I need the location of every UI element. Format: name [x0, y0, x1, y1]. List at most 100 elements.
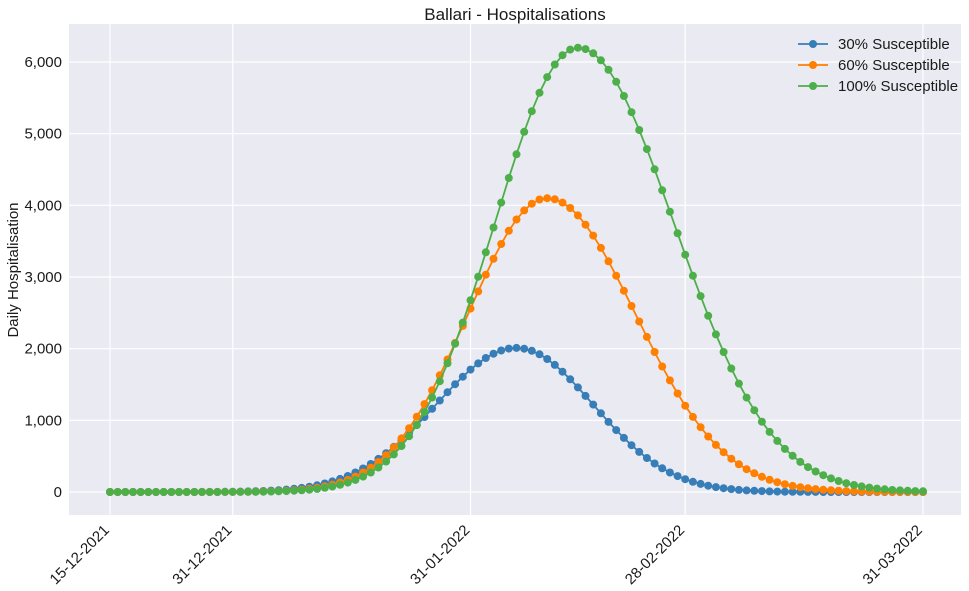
- data-point: [757, 472, 766, 481]
- data-point: [757, 487, 766, 496]
- y-axis-label: Daily Hospitalisation: [5, 202, 22, 337]
- data-point: [711, 330, 720, 339]
- plot-background: [69, 24, 961, 515]
- data-point: [213, 488, 222, 496]
- data-point: [420, 400, 429, 409]
- legend-label: 30% Susceptible: [838, 36, 950, 53]
- data-point: [405, 432, 414, 441]
- data-point: [489, 349, 498, 358]
- chart-title: Ballari - Hospitalisations: [424, 5, 605, 24]
- data-point: [696, 479, 705, 488]
- data-point: [558, 198, 567, 207]
- data-point: [550, 60, 559, 69]
- data-point: [819, 485, 828, 494]
- data-point: [489, 254, 498, 263]
- data-point: [543, 73, 552, 82]
- grid: [69, 24, 961, 515]
- data-point: [474, 272, 483, 281]
- data-point: [819, 471, 828, 480]
- data-point: [535, 195, 544, 204]
- data-point: [504, 226, 513, 235]
- data-point: [351, 475, 360, 484]
- data-point: [589, 400, 598, 409]
- data-point: [650, 165, 659, 174]
- y-tick-label: 3,000: [24, 269, 62, 286]
- data-point: [734, 485, 743, 494]
- data-point: [888, 486, 897, 494]
- data-point: [198, 488, 206, 496]
- data-point: [681, 475, 690, 484]
- data-point: [719, 448, 728, 457]
- data-point: [527, 107, 536, 116]
- data-point: [290, 486, 299, 495]
- data-point: [727, 454, 736, 463]
- data-point: [512, 343, 521, 352]
- data-point: [504, 344, 513, 353]
- data-point: [497, 240, 506, 248]
- data-point: [635, 317, 644, 326]
- legend-label: 60% Susceptible: [838, 57, 950, 74]
- data-point: [596, 243, 605, 252]
- data-point: [681, 401, 690, 410]
- data-point: [520, 344, 529, 353]
- x-tick-label: 31-12-2021: [169, 522, 235, 588]
- y-tick-labels: 0 1,000 2,000 3,000 4,000 5,000 6,000: [24, 54, 62, 501]
- data-point: [573, 383, 582, 392]
- data-point: [604, 417, 613, 426]
- data-point: [612, 77, 621, 86]
- data-point: [389, 443, 398, 452]
- data-point: [704, 481, 713, 490]
- data-point: [673, 229, 682, 238]
- data-point: [773, 478, 782, 487]
- data-point: [481, 354, 490, 362]
- y-tick-label: 1,000: [24, 412, 62, 429]
- data-point: [535, 88, 544, 97]
- data-point: [190, 488, 199, 496]
- data-point: [711, 440, 720, 449]
- data-point: [850, 487, 858, 496]
- data-point: [665, 207, 674, 216]
- data-point: [428, 393, 437, 402]
- data-point: [236, 487, 245, 496]
- data-point: [121, 488, 130, 496]
- data-point: [106, 488, 114, 496]
- data-point: [182, 488, 191, 496]
- data-point: [497, 346, 506, 355]
- data-point: [397, 442, 406, 450]
- data-point: [397, 434, 406, 443]
- data-point: [282, 487, 291, 496]
- data-point: [834, 477, 843, 485]
- series-3: [106, 43, 927, 496]
- data-point: [558, 367, 567, 376]
- data-point: [804, 463, 812, 472]
- data-point: [780, 480, 789, 489]
- data-point: [389, 450, 398, 459]
- data-point: [619, 286, 628, 295]
- series-layer: [106, 43, 927, 496]
- data-point: [658, 464, 667, 473]
- data-point: [251, 487, 260, 496]
- data-point: [627, 302, 636, 310]
- data-point: [596, 56, 605, 65]
- data-point: [635, 126, 644, 134]
- data-point: [512, 150, 521, 159]
- data-point: [727, 364, 736, 373]
- data-point: [811, 485, 820, 494]
- data-point: [412, 420, 421, 429]
- data-point: [167, 488, 176, 496]
- data-point: [382, 451, 391, 460]
- data-point: [313, 484, 322, 493]
- data-point: [520, 206, 529, 215]
- data-point: [221, 487, 229, 496]
- data-point: [573, 211, 582, 220]
- data-point: [481, 248, 490, 257]
- data-point: [443, 359, 452, 368]
- data-point: [811, 467, 820, 476]
- data-point: [451, 380, 460, 389]
- data-point: [527, 199, 536, 208]
- legend-marker: [809, 82, 817, 90]
- data-point: [267, 487, 276, 496]
- data-point: [650, 459, 659, 468]
- data-point: [451, 339, 460, 348]
- data-point: [589, 49, 598, 58]
